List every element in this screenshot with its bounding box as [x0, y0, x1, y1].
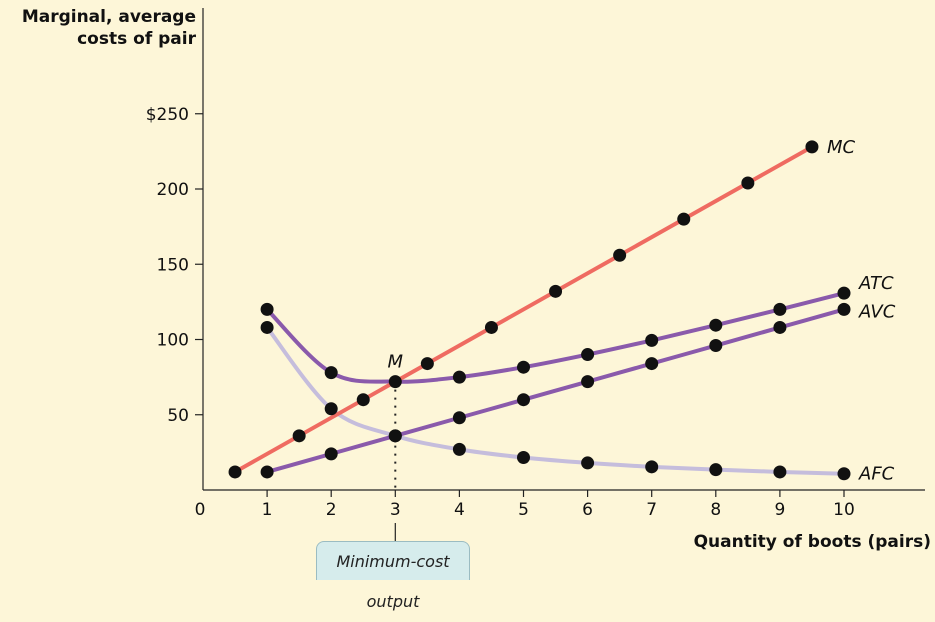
- x-tick-label: 6: [582, 500, 593, 520]
- mc-point: [484, 320, 498, 334]
- mc-point: [741, 176, 755, 190]
- mc-point: [356, 393, 370, 407]
- axes: 50 100 150 200 $250 0 1 2 3 4 5 6 7 8 9 10: [146, 8, 925, 551]
- mc-label: MC: [827, 137, 856, 158]
- avc-label: AVC: [858, 301, 896, 322]
- afc-point: [581, 456, 595, 470]
- y-axis-title: Marginal, average costs of pair: [21, 7, 196, 49]
- labels: AFC AVC ATC MC M: [388, 137, 896, 485]
- avc-point: [773, 320, 787, 334]
- atc-point: [388, 375, 402, 389]
- atc-point: [260, 302, 274, 316]
- atc-point: [837, 286, 851, 300]
- avc-point: [837, 302, 851, 316]
- x-tick-label: 8: [710, 500, 721, 520]
- minimum-cost-output-callout: Minimum-cost output: [316, 541, 470, 611]
- y-tick-label: 200: [157, 180, 189, 200]
- atc-curve: [265, 291, 846, 384]
- x-tick-label: 10: [833, 500, 855, 520]
- x-axis-title: Quantity of boots (pairs): [693, 532, 931, 552]
- avc-curve: [265, 307, 846, 474]
- avc-point: [452, 411, 466, 425]
- mc-point: [420, 357, 434, 371]
- x-tick-label: 9: [774, 500, 785, 520]
- afc-point: [709, 463, 723, 477]
- atc-point: [773, 302, 787, 316]
- mc-point: [805, 140, 819, 154]
- mc-point: [613, 248, 627, 262]
- y-tick-label: 100: [157, 331, 189, 351]
- atc-point: [517, 360, 530, 374]
- data-points: [228, 140, 851, 481]
- x-tick-label: 2: [326, 500, 337, 520]
- avc-point: [324, 447, 338, 461]
- afc-curve: [265, 325, 846, 476]
- x-tick-label: 0: [195, 500, 206, 520]
- mc-point: [292, 429, 306, 443]
- x-tick-label: 4: [454, 500, 465, 520]
- x-tick-label: 7: [646, 500, 657, 520]
- atc-point: [324, 366, 338, 380]
- afc-point: [324, 402, 338, 416]
- afc-point: [517, 450, 530, 464]
- atc-point: [645, 333, 659, 347]
- afc-point: [773, 465, 787, 479]
- afc-point: [645, 460, 659, 474]
- y-tick-label: 50: [167, 406, 189, 426]
- mc-point: [677, 212, 691, 226]
- avc-point: [260, 465, 274, 479]
- afc-point: [260, 320, 274, 334]
- cost-curves-chart: 50 100 150 200 $250 0 1 2 3 4 5 6 7 8 9 10 AFC AVC ATC MC M: [146, 8, 925, 551]
- afc-point: [452, 442, 466, 456]
- avc-point: [709, 339, 723, 353]
- mc-point: [228, 465, 242, 479]
- afc-label: AFC: [858, 464, 895, 485]
- x-tick-label: 1: [262, 500, 273, 520]
- afc-point: [837, 467, 851, 481]
- avc-point: [517, 393, 530, 407]
- atc-point: [581, 348, 595, 362]
- avc-point: [581, 375, 595, 389]
- atc-point: [709, 318, 723, 332]
- mc-curve: [233, 144, 814, 474]
- y-tick-label: 150: [157, 255, 189, 275]
- avc-point: [645, 357, 659, 371]
- x-tick-label: 3: [390, 500, 401, 520]
- y-tick-label: $250: [146, 105, 189, 125]
- x-tick-label: 5: [518, 500, 529, 520]
- atc-label: ATC: [858, 273, 894, 294]
- avc-point: [388, 429, 402, 443]
- mc-point: [549, 284, 563, 298]
- curves: [233, 144, 846, 476]
- atc-point: [452, 370, 466, 384]
- point-m-label: M: [388, 352, 404, 373]
